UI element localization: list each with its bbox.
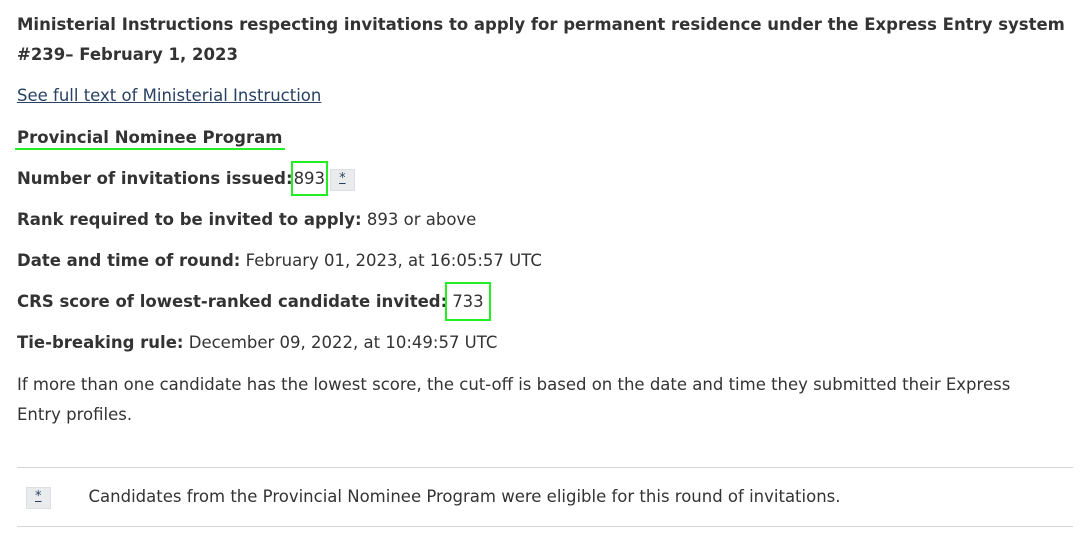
footnote-link[interactable]: * [330,169,355,191]
crs-value: 733 [445,282,491,321]
note-line1: If more than one candidate has the lowes… [17,375,1011,394]
crs-row: CRS score of lowest-ranked candidate inv… [17,282,491,321]
datetime-row: Date and time of round: February 01, 202… [17,251,542,270]
highlight-underline [15,148,285,150]
footnote-text: Candidates from the Provincial Nominee P… [88,487,841,506]
footnote-return-link[interactable]: * [26,487,51,509]
page-title-line2: #239– February 1, 2023 [17,45,238,64]
divider [17,526,1073,527]
footnote-row: * Candidates from the Provincial Nominee … [22,486,841,509]
invitations-value: 893 [290,161,329,196]
rank-row: Rank required to be invited to apply: 89… [17,210,477,229]
program-heading: Provincial Nominee Program [17,128,283,147]
note-line2: Entry profiles. [17,405,133,424]
full-text-link[interactable]: See full text of Ministerial Instruction [17,86,322,105]
page-title-line1: Ministerial Instructions respecting invi… [17,15,1065,34]
invitations-row: Number of invitations issued:893 * [17,161,355,196]
divider [17,467,1073,468]
tie-row: Tie-breaking rule: December 09, 2022, at… [17,333,498,352]
